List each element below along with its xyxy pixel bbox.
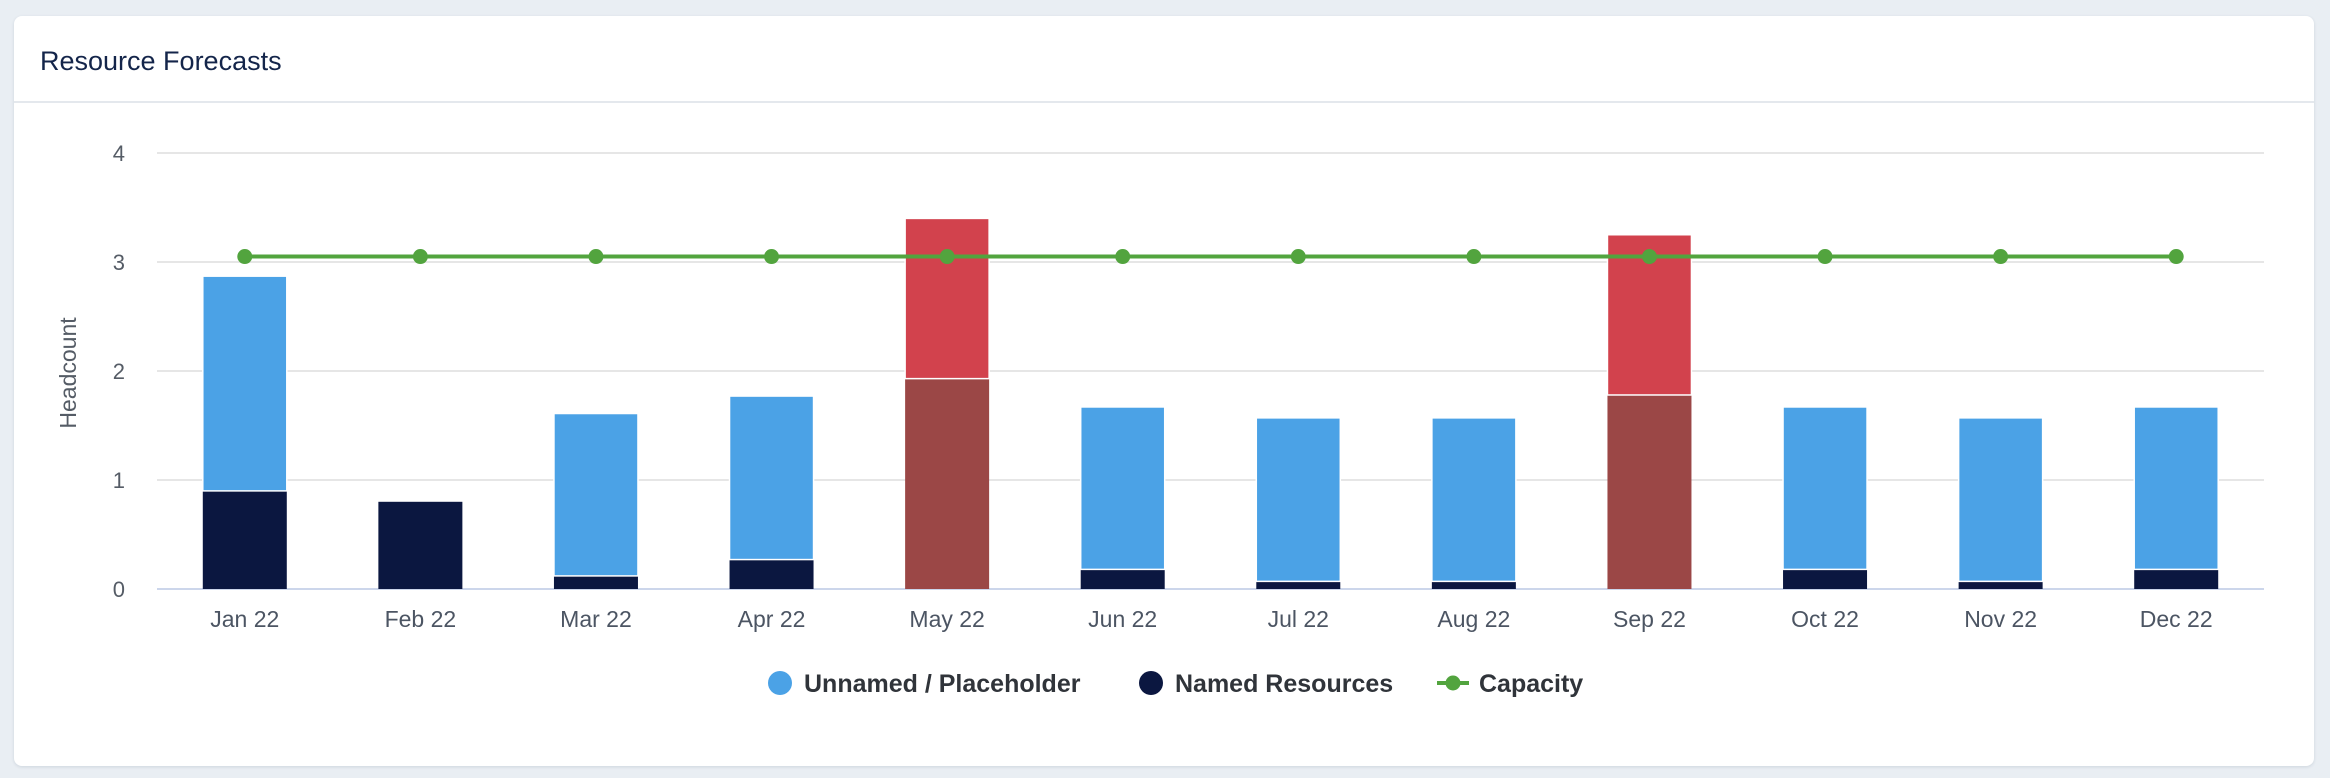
legend-item-unnamed-placeholder[interactable]: Unnamed / Placeholder — [768, 670, 1081, 698]
bar-unnamed-jan-22[interactable] — [202, 275, 288, 492]
bar-named-nov-22[interactable] — [1958, 581, 2043, 589]
bar-named-dec-22[interactable] — [2134, 569, 2219, 589]
x-tick-label: Aug 22 — [1437, 606, 1510, 632]
capacity-point-mar-22[interactable] — [588, 249, 604, 265]
bar-unnamed-dec-22[interactable] — [2133, 406, 2219, 571]
card-title: Resource Forecasts — [40, 46, 282, 76]
legend-dot-icon — [768, 671, 792, 695]
capacity-series[interactable] — [237, 249, 2184, 265]
resource-forecast-chart: 0 1 2 3 4 Headcount Jan 22 Feb 22 Mar 22 Apr 22… — [55, 141, 2264, 698]
capacity-point-nov-22[interactable] — [1993, 249, 2009, 265]
capacity-point-feb-22[interactable] — [412, 249, 428, 265]
bar-unnamed-apr-22[interactable] — [728, 395, 815, 561]
x-tick-label: Mar 22 — [560, 606, 632, 632]
legend-item-capacity[interactable]: Capacity — [1437, 670, 1583, 698]
capacity-point-aug-22[interactable] — [1466, 249, 1482, 265]
capacity-point-apr-22[interactable] — [764, 249, 780, 265]
capacity-point-jul-22[interactable] — [1290, 249, 1306, 265]
legend-label: Named Resources — [1175, 670, 1393, 698]
bar-named-aug-22[interactable] — [1431, 581, 1516, 589]
legend-dot-icon — [1139, 671, 1163, 695]
x-tick-label: Jan 22 — [210, 606, 279, 632]
bar-unnamed-may-22[interactable] — [904, 217, 990, 380]
bar-unnamed-aug-22[interactable] — [1431, 417, 1517, 583]
chart-legend[interactable]: Unnamed / Placeholder Named Resources Capa… — [768, 670, 1583, 698]
y-tick-label: 0 — [113, 577, 125, 602]
x-tick-label: May 22 — [909, 606, 984, 632]
bar-named-jun-22[interactable] — [1080, 569, 1165, 589]
y-axis-title: Headcount — [55, 317, 81, 429]
capacity-point-may-22[interactable] — [939, 249, 955, 265]
x-tick-label: Jun 22 — [1088, 606, 1157, 632]
bars[interactable] — [202, 217, 2219, 589]
bar-named-sep-22[interactable] — [1607, 394, 1692, 589]
bar-named-apr-22[interactable] — [729, 559, 814, 589]
x-tick-label: Sep 22 — [1613, 606, 1686, 632]
bar-named-jan-22[interactable] — [202, 490, 287, 589]
capacity-point-oct-22[interactable] — [1817, 249, 1833, 265]
bar-unnamed-oct-22[interactable] — [1782, 406, 1868, 571]
bar-named-jul-22[interactable] — [1256, 581, 1341, 589]
x-tick-label: Nov 22 — [1964, 606, 2037, 632]
y-axis-ticks: 0 1 2 3 4 — [113, 141, 125, 602]
x-axis-ticks: Jan 22 Feb 22 Mar 22 Apr 22 May 22 Jun 22 Jul … — [210, 606, 2212, 632]
card-header: Resource Forecasts — [14, 16, 2314, 103]
bar-unnamed-jun-22[interactable] — [1079, 406, 1166, 571]
y-tick-label: 2 — [113, 359, 125, 384]
y-tick-label: 4 — [113, 141, 125, 166]
capacity-point-dec-22[interactable] — [2168, 249, 2184, 265]
bar-named-oct-22[interactable] — [1783, 569, 1868, 589]
bar-unnamed-jul-22[interactable] — [1255, 417, 1342, 583]
legend-item-named-resources[interactable]: Named Resources — [1139, 670, 1393, 698]
x-tick-label: Feb 22 — [385, 606, 457, 632]
legend-label: Unnamed / Placeholder — [804, 670, 1081, 698]
legend-label: Capacity — [1479, 670, 1583, 698]
capacity-point-sep-22[interactable] — [1641, 249, 1657, 265]
y-tick-label: 3 — [113, 250, 125, 275]
x-tick-label: Apr 22 — [738, 606, 806, 632]
bar-unnamed-nov-22[interactable] — [1957, 417, 2044, 583]
x-tick-label: Jul 22 — [1268, 606, 1329, 632]
capacity-point-jun-22[interactable] — [1115, 249, 1131, 265]
bar-named-mar-22[interactable] — [553, 575, 638, 589]
bar-named-feb-22[interactable] — [378, 501, 463, 589]
resource-forecasts-card: Resource Forecasts 0 1 2 3 4 Headcount Jan 2… — [14, 16, 2314, 766]
capacity-point-jan-22[interactable] — [237, 249, 253, 265]
x-tick-label: Dec 22 — [2140, 606, 2213, 632]
legend-marker-icon — [1445, 675, 1461, 691]
y-tick-label: 1 — [113, 468, 125, 493]
y-grid — [157, 152, 2264, 590]
bar-named-may-22[interactable] — [905, 378, 990, 589]
bar-unnamed-mar-22[interactable] — [553, 412, 639, 577]
x-tick-label: Oct 22 — [1791, 606, 1859, 632]
